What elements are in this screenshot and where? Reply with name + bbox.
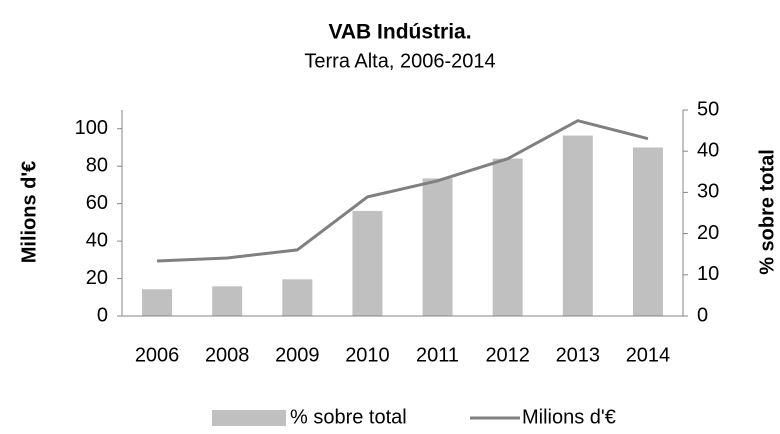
x-tick-label: 2011 bbox=[416, 344, 459, 366]
x-tick-label: 2014 bbox=[626, 344, 671, 366]
y2-tick-label: 10 bbox=[697, 263, 719, 285]
bar bbox=[352, 210, 383, 316]
y-tick-label: 0 bbox=[97, 304, 108, 326]
y-axis-title: Milions d'€ bbox=[18, 161, 40, 264]
y2-tick-label: 40 bbox=[697, 139, 719, 161]
bar bbox=[142, 289, 173, 316]
x-tick-label: 2009 bbox=[275, 344, 320, 366]
legend-label: Milions d'€ bbox=[522, 406, 616, 428]
line bbox=[156, 119, 649, 263]
chart-subtitle: Terra Alta, 2006-2014 bbox=[304, 50, 495, 72]
x-tick-label: 2013 bbox=[556, 344, 601, 366]
bar bbox=[492, 158, 523, 316]
x-tick-label: 2006 bbox=[135, 344, 180, 366]
bar bbox=[422, 178, 453, 316]
y2-tick-label: 20 bbox=[697, 222, 719, 244]
y2-tick-label: 50 bbox=[697, 98, 719, 120]
y-tick-label: 80 bbox=[86, 154, 108, 176]
y2-tick-label: 0 bbox=[697, 304, 708, 326]
y2-axis-title: % sobre total bbox=[756, 149, 778, 275]
legend-swatch bbox=[212, 410, 286, 426]
bar bbox=[562, 135, 593, 316]
legend-label: % sobre total bbox=[290, 406, 407, 428]
x-tick-label: 2012 bbox=[485, 344, 530, 366]
bar bbox=[212, 286, 243, 316]
y2-tick-label: 30 bbox=[697, 181, 719, 203]
bar bbox=[632, 147, 663, 316]
y-tick-label: 20 bbox=[86, 267, 108, 289]
x-tick-label: 2010 bbox=[345, 344, 390, 366]
bar bbox=[282, 279, 313, 316]
x-tick-label: 2008 bbox=[205, 344, 250, 366]
chart-title: VAB Indústria. bbox=[328, 21, 471, 44]
y-tick-label: 40 bbox=[86, 229, 108, 251]
y-tick-label: 60 bbox=[86, 192, 108, 214]
y-tick-label: 100 bbox=[75, 117, 108, 139]
